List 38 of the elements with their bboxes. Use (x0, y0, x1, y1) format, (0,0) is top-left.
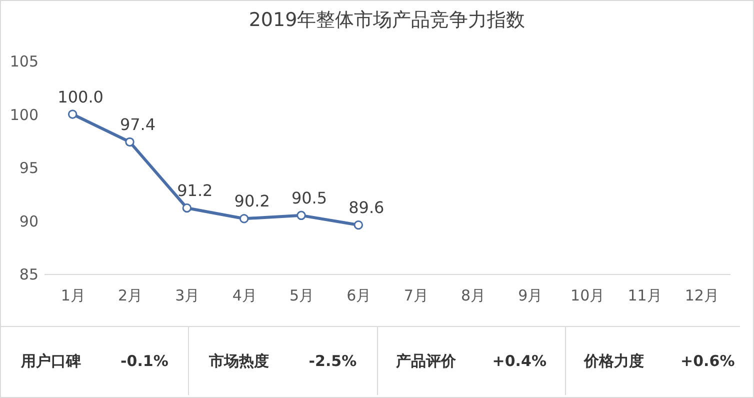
point (354, 220, 364, 230)
y-tick-label: 95 (19, 159, 38, 177)
x-tick-label: 8月 (460, 286, 486, 304)
x-tick-label: 10月 (570, 286, 605, 304)
x-tick-label: 2月 (118, 286, 143, 304)
text: 90.2 (234, 192, 270, 211)
text: 91.2 (177, 180, 213, 200)
text: 90.5 (291, 188, 328, 208)
y-tick-label: 85 (19, 266, 38, 284)
x-tick-label: 9月 (518, 286, 543, 304)
text: 89.6 (348, 198, 384, 218)
text: 100.0 (58, 87, 104, 106)
y-tick-label: 100 (10, 106, 38, 124)
point (68, 110, 78, 119)
text: +0.4% (492, 352, 546, 370)
x-tick-label: 1月 (60, 286, 86, 304)
y-tick-label: 105 (10, 52, 38, 70)
x-tick-label: 3月 (175, 286, 200, 304)
text: 产品评价 (396, 352, 456, 370)
x-tick-label: 4月 (232, 286, 257, 304)
x-tick-label: 11月 (628, 286, 662, 304)
x-tick-label: 7月 (404, 286, 428, 304)
point (239, 214, 249, 224)
text: 97.4 (120, 114, 156, 134)
point (125, 137, 134, 147)
x-tick-label: 5月 (289, 286, 314, 304)
y-tick-label: 90 (19, 212, 38, 230)
point (296, 210, 306, 220)
x-tick-label: 12月 (684, 286, 719, 304)
x-tick-label: 6月 (346, 286, 372, 304)
text: +0.6% (680, 352, 735, 370)
text: 价格力度 (584, 352, 644, 370)
point (182, 203, 192, 213)
chart-title: 2019年整体市场产品竞争力指数 (248, 9, 526, 31)
text: 用户口碑 (20, 352, 81, 370)
text: -0.1% (120, 352, 168, 370)
text: -2.5% (308, 352, 357, 370)
text: 市场热度 (209, 352, 270, 370)
